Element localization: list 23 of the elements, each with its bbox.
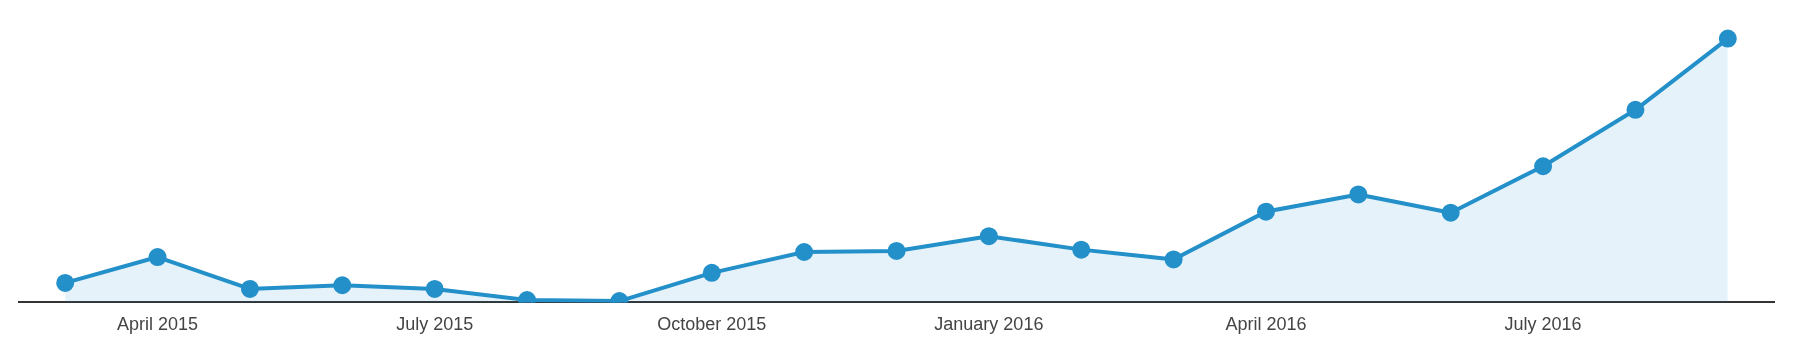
point xyxy=(425,279,444,298)
x-tick-label: October 2015 xyxy=(657,314,767,335)
point xyxy=(1441,203,1460,222)
point xyxy=(148,248,167,267)
point xyxy=(333,276,352,295)
point xyxy=(56,273,75,292)
point xyxy=(240,279,259,298)
point xyxy=(1164,250,1183,269)
x-tick-label: April 2015 xyxy=(117,314,199,335)
point xyxy=(1718,29,1737,48)
point xyxy=(979,227,998,246)
point xyxy=(795,243,814,262)
point xyxy=(1349,185,1368,204)
x-tick-label: July 2015 xyxy=(396,314,474,335)
point xyxy=(1626,100,1645,119)
point xyxy=(702,263,721,282)
point xyxy=(1256,202,1275,221)
point xyxy=(1534,157,1553,176)
x-tick-label: April 2016 xyxy=(1225,314,1307,335)
x-tick-label: January 2016 xyxy=(934,314,1044,335)
point xyxy=(1072,240,1091,259)
point xyxy=(887,241,906,260)
x-tick-label: July 2016 xyxy=(1504,314,1582,335)
